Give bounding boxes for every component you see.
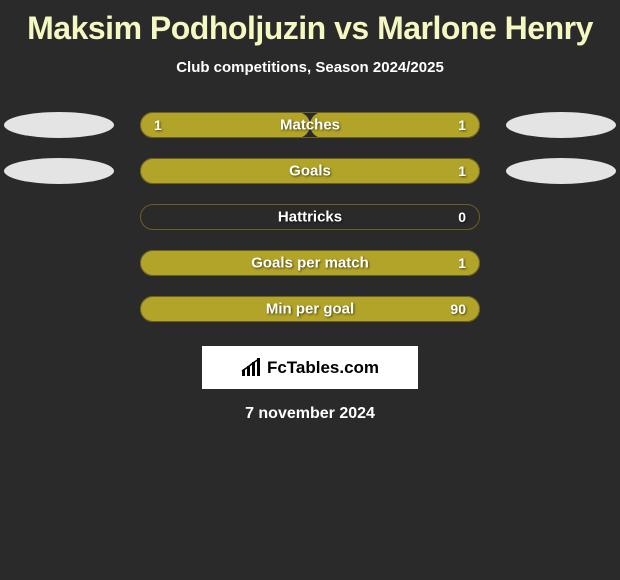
stat-value-right: 1 bbox=[458, 117, 466, 133]
stat-bar-track: 1 Matches 1 bbox=[140, 112, 480, 138]
stat-row: Goals per match 1 bbox=[0, 250, 620, 276]
chart-icon bbox=[241, 358, 263, 378]
stat-value-right: 90 bbox=[450, 301, 466, 317]
stat-label: Goals bbox=[289, 163, 331, 180]
stat-bar-track: Goals 1 bbox=[140, 158, 480, 184]
footer-brand-badge[interactable]: FcTables.com bbox=[202, 346, 418, 389]
footer-date: 7 november 2024 bbox=[0, 405, 620, 423]
stat-bar-track: Goals per match 1 bbox=[140, 250, 480, 276]
stat-label: Min per goal bbox=[266, 301, 354, 318]
stat-value-right: 0 bbox=[458, 209, 466, 225]
page-subtitle: Club competitions, Season 2024/2025 bbox=[0, 59, 620, 76]
stat-value-left: 1 bbox=[154, 117, 162, 133]
footer-brand-text: FcTables.com bbox=[267, 358, 379, 378]
left-player-ellipse bbox=[4, 112, 114, 138]
stat-row: Goals 1 bbox=[0, 158, 620, 184]
stat-row: Hattricks 0 bbox=[0, 204, 620, 230]
stat-bar-track: Hattricks 0 bbox=[140, 204, 480, 230]
stat-label: Matches bbox=[280, 117, 340, 134]
stats-container: 1 Matches 1 Goals 1 Hattricks 0 Goals per match… bbox=[0, 112, 620, 322]
stat-value-right: 1 bbox=[458, 163, 466, 179]
stat-row: Min per goal 90 bbox=[0, 296, 620, 322]
stat-bar-track: Min per goal 90 bbox=[140, 296, 480, 322]
stat-value-right: 1 bbox=[458, 255, 466, 271]
right-player-ellipse bbox=[506, 112, 616, 138]
stat-label: Hattricks bbox=[278, 209, 342, 226]
stat-label: Goals per match bbox=[251, 255, 369, 272]
right-player-ellipse bbox=[506, 158, 616, 184]
left-player-ellipse bbox=[4, 158, 114, 184]
stat-row: 1 Matches 1 bbox=[0, 112, 620, 138]
page-title: Maksim Podholjuzin vs Marlone Henry bbox=[0, 0, 620, 47]
